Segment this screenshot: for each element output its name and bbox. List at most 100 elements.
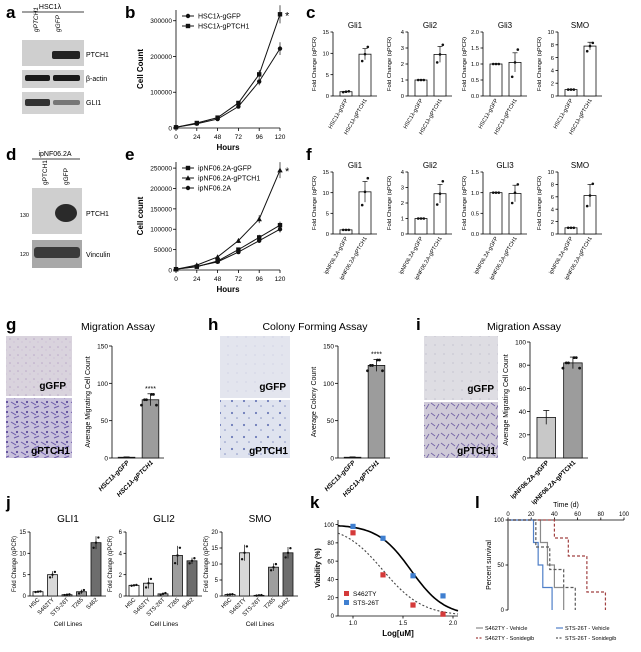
survival-curve [508, 519, 576, 610]
y-tick-label: 0 [23, 594, 27, 600]
y-tick-label: 0 [551, 94, 554, 100]
micrographs-i: gGFP gPTCH1 [424, 336, 498, 458]
y-tick-label: 200000 [150, 54, 172, 61]
blot-d-lane-2: gGFP [63, 168, 70, 185]
bar [414, 79, 428, 97]
data-point [510, 75, 514, 79]
y-tick-label: 6 [551, 195, 554, 201]
data-point [494, 62, 498, 66]
legend-label: HSC1λ-gGFP [198, 14, 241, 21]
legend-label: STS-26T - Sonidegib [565, 636, 616, 642]
data-point [410, 602, 416, 608]
y-tick-label: 4 [401, 170, 405, 176]
y-axis-label: Fold Change (qPCR) [108, 536, 114, 592]
data-point [92, 546, 95, 549]
y-tick-label: 0 [168, 268, 172, 275]
x-tick-label: 2.0 [449, 621, 458, 627]
x-tick-label: T265 [263, 597, 277, 611]
image-label-h-top: gGFP [259, 382, 286, 393]
image-label-i-top: gGFP [467, 384, 494, 395]
western-blot-a: HSC1λ gPTCH1 gGFP PTCH1 β-actin GLI1 [22, 4, 109, 114]
title-i: Migration Assay [487, 321, 562, 333]
data-point [440, 593, 446, 599]
data-point [94, 541, 98, 544]
series-line [175, 48, 281, 128]
y-axis-label: Fold Change (qPCR) [387, 37, 393, 91]
panel-label-i: i [416, 315, 421, 334]
data-point [274, 562, 278, 566]
legend-label: STS-26T - Vehicle [565, 626, 610, 632]
panel-label-b: b [125, 3, 135, 22]
bar [367, 365, 386, 459]
y-tick-label: 100 [323, 381, 334, 388]
data-point [435, 203, 439, 206]
data-point [510, 201, 514, 205]
x-axis-label: Cell Lines [54, 621, 83, 628]
y-tick-label: 1.5 [471, 46, 479, 52]
survival-curve [508, 519, 553, 610]
y-tick-label: 100 [494, 518, 505, 524]
data-point [438, 192, 442, 195]
data-point [150, 392, 153, 396]
legend-marker [185, 13, 191, 19]
data-point [190, 559, 194, 562]
y-tick-label: 4 [551, 207, 555, 213]
y-tick-label: 0 [522, 456, 526, 463]
y-tick-label: 200000 [150, 186, 172, 193]
y-tick-label: 1 [401, 217, 404, 223]
data-point [173, 561, 177, 565]
blot-d-group-label: ipNF06.2A [38, 151, 71, 158]
data-point [228, 593, 232, 596]
y-tick-label: 2 [401, 62, 404, 68]
y-tick-label: 10 [19, 552, 26, 558]
x-tick-label: T265 [71, 597, 85, 611]
data-point [51, 573, 54, 576]
y-tick-label: 80 [327, 541, 334, 547]
y-tick-label: 6 [551, 56, 554, 62]
y-tick-label: 150 [323, 344, 334, 351]
y-tick-label: 4 [551, 69, 555, 75]
panel-label-d: d [6, 145, 16, 164]
data-point [257, 238, 262, 243]
x-tick-label: 24 [193, 134, 201, 141]
x-tick-label: 80 [597, 512, 604, 518]
data-point [422, 78, 426, 82]
y-tick-label: 0 [501, 608, 505, 614]
data-point [257, 79, 262, 84]
image-label-g-top: gGFP [39, 381, 66, 392]
legend-marker [185, 23, 191, 29]
data-point [366, 176, 370, 180]
data-point [438, 53, 442, 56]
data-point [381, 369, 384, 373]
data-point [164, 591, 167, 595]
y-tick-label: 15 [323, 170, 329, 176]
data-point [435, 61, 439, 64]
data-point [257, 235, 262, 240]
title-h: Colony Forming Assay [262, 321, 368, 333]
blot-d-band-1: PTCH1 [86, 211, 109, 218]
y-axis-label: Fold Change (qPCR) [537, 37, 543, 91]
data-point [53, 570, 57, 574]
chart-k-viability: 0 20 40 60 80 100 1.0 1.5 2.0 Log[uM] Viability (%… [315, 520, 459, 638]
y-tick-label: 0 [330, 456, 334, 463]
data-point [36, 590, 40, 593]
y-axis-label: Fold Change (qPCR) [462, 37, 468, 91]
micrographs-h: gGFP gPTCH1 [220, 336, 290, 458]
data-point [494, 191, 498, 194]
x-axis-label: Hours [216, 143, 240, 152]
series-line [175, 169, 281, 270]
x-tick-label: 0 [506, 512, 510, 518]
data-point [39, 590, 42, 593]
y-tick-label: 300000 [150, 18, 172, 25]
data-point [344, 228, 348, 232]
significance-stars: **** [145, 386, 156, 393]
data-point [569, 88, 573, 91]
data-point [257, 72, 262, 77]
y-tick-label: 0 [326, 232, 329, 238]
title-g: Migration Assay [81, 321, 156, 333]
data-point [159, 593, 162, 596]
y-axis-label: Fold Change (qPCR) [312, 37, 318, 91]
y-tick-label: 0 [401, 94, 404, 100]
